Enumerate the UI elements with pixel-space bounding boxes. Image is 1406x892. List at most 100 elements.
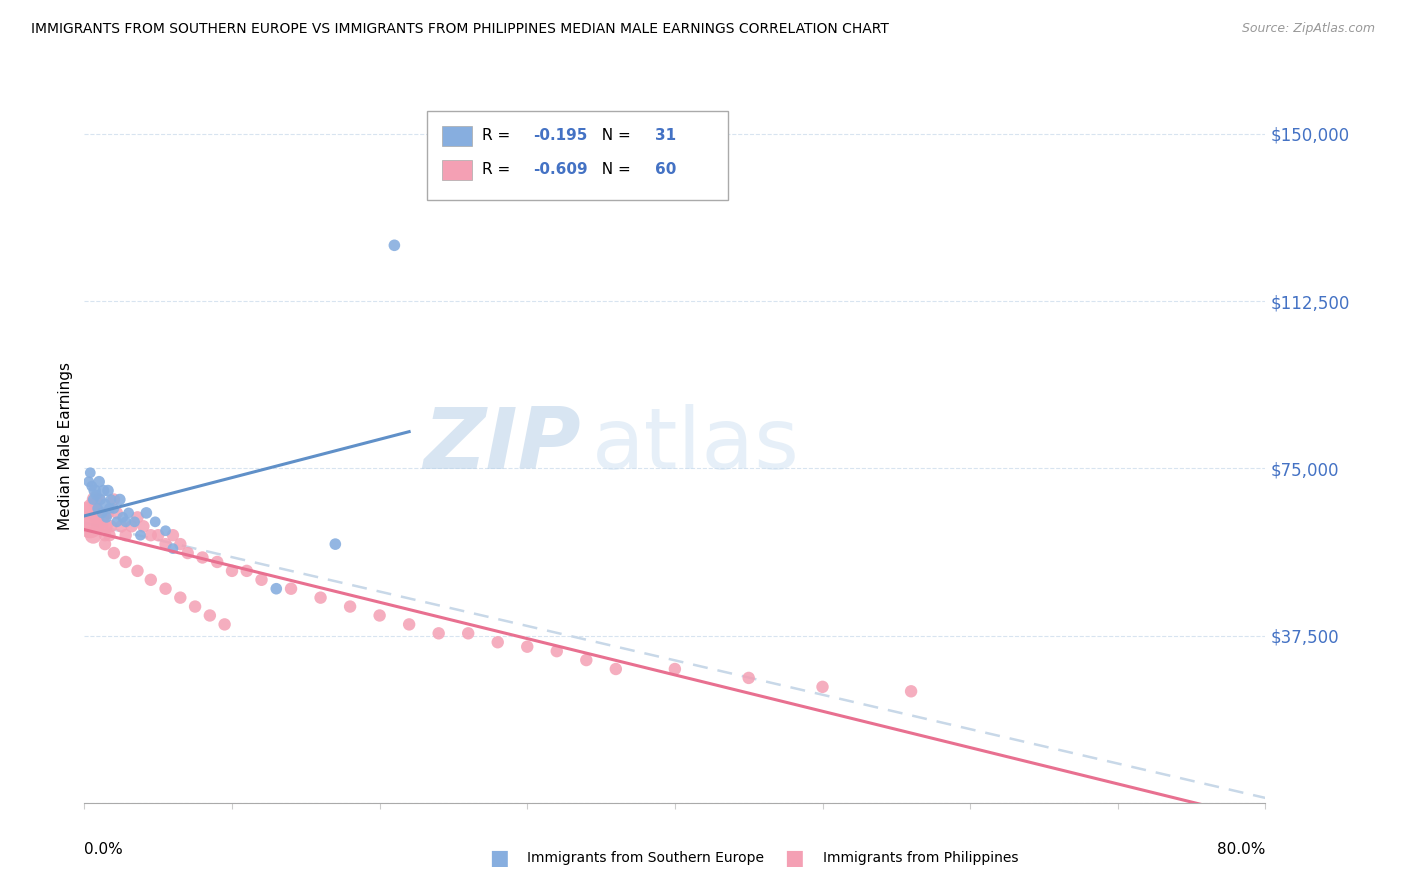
Point	[811, 680, 834, 694]
Point	[236, 564, 259, 578]
Point	[83, 492, 105, 507]
Point	[110, 519, 132, 533]
Point	[100, 492, 122, 507]
Point	[191, 550, 214, 565]
Point	[139, 528, 162, 542]
Point	[114, 528, 136, 542]
Point	[221, 564, 243, 578]
Point	[214, 617, 236, 632]
Point	[177, 546, 200, 560]
Point	[91, 506, 114, 520]
Text: Immigrants from Southern Europe: Immigrants from Southern Europe	[527, 851, 765, 865]
Point	[339, 599, 361, 614]
Point	[135, 506, 157, 520]
Text: ■: ■	[785, 848, 804, 868]
Point	[325, 537, 347, 551]
FancyBboxPatch shape	[443, 126, 472, 145]
Point	[105, 506, 128, 520]
Text: Source: ZipAtlas.com: Source: ZipAtlas.com	[1241, 22, 1375, 36]
Point	[124, 515, 146, 529]
Point	[79, 519, 101, 533]
Point	[127, 510, 149, 524]
Point	[309, 591, 332, 605]
Point	[605, 662, 627, 676]
Point	[94, 497, 117, 511]
Point	[162, 541, 184, 556]
Point	[546, 644, 568, 658]
Point	[398, 617, 420, 632]
Point	[198, 608, 221, 623]
Point	[900, 684, 922, 698]
Text: ■: ■	[489, 848, 509, 868]
Point	[77, 475, 100, 489]
Point	[207, 555, 229, 569]
Point	[96, 519, 118, 533]
Point	[114, 515, 136, 529]
Point	[427, 626, 450, 640]
Point	[118, 506, 141, 520]
Text: N =: N =	[592, 128, 636, 143]
Point	[97, 483, 120, 498]
Point	[93, 510, 115, 524]
Point	[139, 573, 162, 587]
Point	[575, 653, 598, 667]
Point	[84, 510, 107, 524]
Point	[155, 582, 177, 596]
Point	[738, 671, 761, 685]
Point	[382, 238, 406, 252]
Point	[155, 524, 177, 538]
Point	[82, 492, 104, 507]
Point	[93, 483, 115, 498]
Point	[98, 501, 121, 516]
Point	[162, 528, 184, 542]
Point	[143, 515, 166, 529]
FancyBboxPatch shape	[427, 111, 728, 200]
Point	[108, 492, 131, 507]
Text: R =: R =	[482, 162, 516, 178]
Point	[86, 501, 108, 516]
Text: ZIP: ZIP	[423, 404, 581, 488]
Point	[82, 528, 104, 542]
Point	[368, 608, 391, 623]
Point	[80, 501, 103, 516]
Text: atlas: atlas	[592, 404, 800, 488]
Point	[94, 528, 117, 542]
Point	[105, 515, 128, 529]
Text: 0.0%: 0.0%	[84, 842, 124, 857]
Point	[250, 573, 273, 587]
Point	[457, 626, 479, 640]
Text: -0.609: -0.609	[533, 162, 588, 178]
Point	[91, 519, 114, 533]
Text: Immigrants from Philippines: Immigrants from Philippines	[823, 851, 1018, 865]
Point	[96, 510, 118, 524]
Point	[83, 483, 105, 498]
Point	[184, 599, 207, 614]
Text: 31: 31	[655, 128, 676, 143]
Point	[79, 466, 101, 480]
Point	[98, 528, 121, 542]
Point	[132, 519, 155, 533]
Point	[266, 582, 288, 596]
Point	[103, 546, 125, 560]
Text: 60: 60	[655, 162, 676, 178]
Point	[90, 506, 112, 520]
Point	[94, 537, 117, 551]
Text: N =: N =	[592, 162, 636, 178]
Point	[121, 519, 143, 533]
Point	[97, 506, 120, 520]
Text: 80.0%: 80.0%	[1218, 842, 1265, 857]
Y-axis label: Median Male Earnings: Median Male Earnings	[58, 362, 73, 530]
Point	[90, 492, 112, 507]
Point	[80, 479, 103, 493]
Point	[103, 492, 125, 507]
Point	[155, 537, 177, 551]
Point	[169, 537, 191, 551]
Point	[84, 488, 107, 502]
Point	[86, 519, 108, 533]
Point	[87, 475, 111, 489]
Point	[114, 555, 136, 569]
Text: IMMIGRANTS FROM SOUTHERN EUROPE VS IMMIGRANTS FROM PHILIPPINES MEDIAN MALE EARNI: IMMIGRANTS FROM SOUTHERN EUROPE VS IMMIG…	[31, 22, 889, 37]
Text: R =: R =	[482, 128, 516, 143]
Point	[111, 510, 134, 524]
Point	[516, 640, 538, 654]
